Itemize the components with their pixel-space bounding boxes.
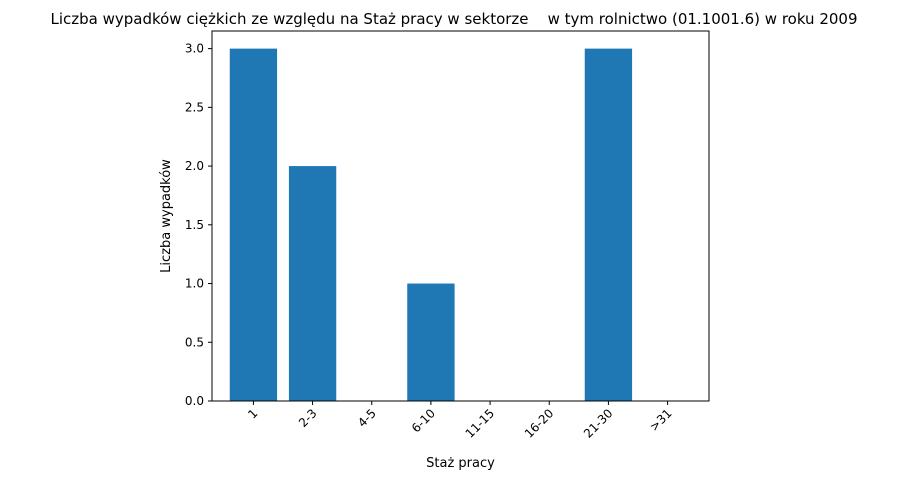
x-tick-label: 11-15 bbox=[463, 406, 498, 441]
y-tick-label: 0.0 bbox=[185, 394, 204, 408]
x-tick-label: 4-5 bbox=[355, 406, 379, 430]
bar-6-10 bbox=[407, 283, 455, 401]
y-tick-label: 0.5 bbox=[185, 335, 204, 349]
x-tick-label: >31 bbox=[647, 406, 675, 434]
y-axis: 0.0 0.5 1.0 1.5 2.0 2.5 3.0 bbox=[185, 42, 212, 408]
bar-21-30 bbox=[584, 48, 633, 401]
chart-title: Liczba wypadków ciężkich ze względu na S… bbox=[50, 10, 857, 28]
y-tick-label: 2.5 bbox=[185, 100, 204, 114]
y-tick-label: 1.5 bbox=[185, 218, 204, 232]
y-tick-label: 3.0 bbox=[185, 42, 204, 56]
y-tick-label: 1.0 bbox=[185, 277, 204, 291]
x-tick-label: 6-10 bbox=[409, 406, 438, 435]
x-tick-label: 16-20 bbox=[522, 406, 557, 441]
plot-area-frame bbox=[211, 30, 710, 402]
x-tick-label: 1 bbox=[245, 406, 260, 421]
x-tick-label: 2-3 bbox=[296, 406, 320, 430]
x-tick-label: 21-30 bbox=[581, 406, 616, 441]
bars bbox=[229, 48, 633, 401]
y-tick-label: 2.0 bbox=[185, 159, 204, 173]
bar-2-3 bbox=[288, 166, 337, 401]
y-axis-label: Liczba wypadków bbox=[159, 159, 174, 273]
x-axis-label: Staż pracy bbox=[426, 456, 495, 471]
x-axis: 1 2-3 4-5 6-10 11-15 16-20 21-30 >31 bbox=[245, 401, 675, 441]
bar-1 bbox=[229, 48, 278, 401]
